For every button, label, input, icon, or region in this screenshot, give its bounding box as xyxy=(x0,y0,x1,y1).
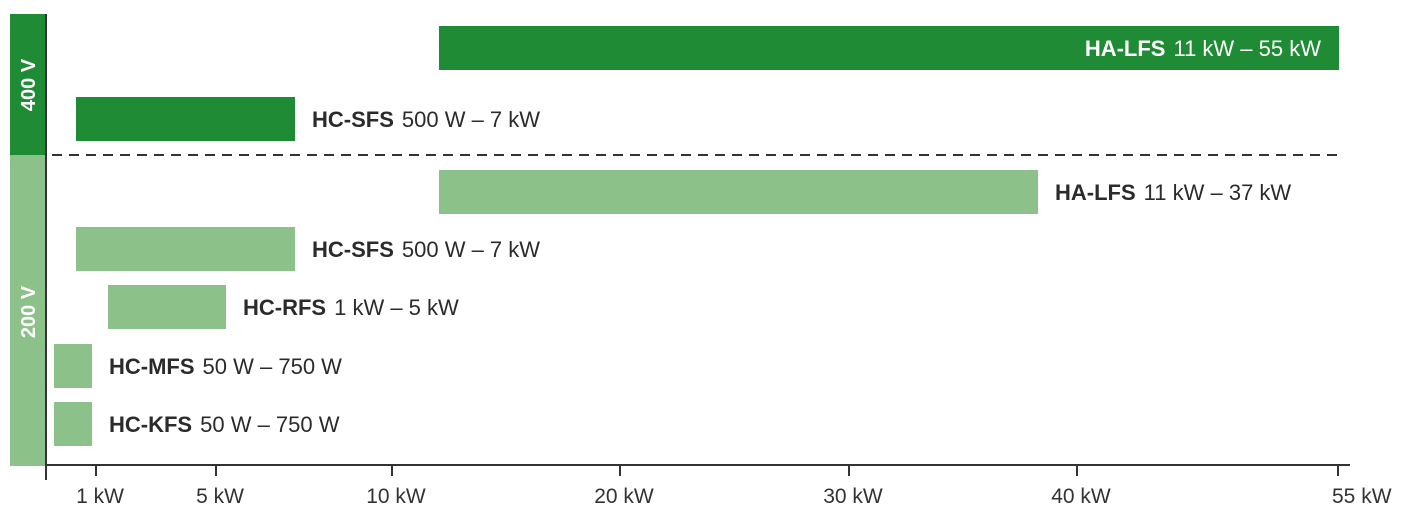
bar-hc-sfs-400v xyxy=(76,97,295,141)
voltage-label-200v: 200 V xyxy=(18,285,40,338)
x-tick-label: 40 kW xyxy=(1051,485,1111,508)
series-range: 11 kW – 55 kW xyxy=(1173,36,1321,61)
x-tick-label: 30 kW xyxy=(823,485,883,508)
series-name: HC-MFS xyxy=(109,354,195,379)
series-name: HC-KFS xyxy=(109,412,192,437)
bar-ha-lfs-200v xyxy=(439,170,1038,214)
series-range: 500 W – 7 kW xyxy=(402,107,540,132)
bar-label: HC-RFS 1 kW – 5 kW xyxy=(243,295,459,320)
voltage-label-400v: 400 V xyxy=(18,58,40,111)
series-range: 1 kW – 5 kW xyxy=(334,295,459,320)
series-name: HC-SFS xyxy=(312,237,394,262)
bar-label: HC-KFS 50 W – 750 W xyxy=(109,412,340,437)
bar-label: HC-SFS 500 W – 7 kW xyxy=(312,107,540,132)
bar-hc-mfs-200v xyxy=(54,344,92,388)
x-tick-label: 5 kW xyxy=(196,485,244,508)
x-tick-label: 10 kW xyxy=(366,485,426,508)
series-range: 50 W – 750 W xyxy=(203,354,343,379)
bar-label: HC-MFS 50 W – 750 W xyxy=(109,354,342,379)
voltage-band-200v xyxy=(10,155,46,466)
bar-ha-lfs-400v xyxy=(439,26,1339,70)
series-range: 11 kW – 37 kW xyxy=(1144,180,1292,205)
series-name: HC-RFS xyxy=(243,295,326,320)
series-name: HA-LFS xyxy=(1055,180,1136,205)
series-name: HA-LFS xyxy=(1085,36,1166,61)
bar-hc-kfs-200v xyxy=(54,402,92,446)
bar-hc-sfs-200v xyxy=(76,227,295,271)
bar-label: HA-LFS 11 kW – 37 kW xyxy=(1055,180,1291,205)
series-range: 50 W – 750 W xyxy=(200,412,340,437)
voltage-band-400v xyxy=(10,14,46,155)
bar-label: HC-SFS 500 W – 7 kW xyxy=(312,237,540,262)
bar-hc-rfs-200v xyxy=(108,285,226,329)
series-range: 500 W – 7 kW xyxy=(402,237,540,262)
x-tick-label: 20 kW xyxy=(594,485,654,508)
x-tick-label: 55 kW xyxy=(1332,485,1392,508)
series-name: HC-SFS xyxy=(312,107,394,132)
bar-label: HA-LFS 11 kW – 55 kW xyxy=(1085,36,1321,61)
x-tick-label: 1 kW xyxy=(76,485,124,508)
